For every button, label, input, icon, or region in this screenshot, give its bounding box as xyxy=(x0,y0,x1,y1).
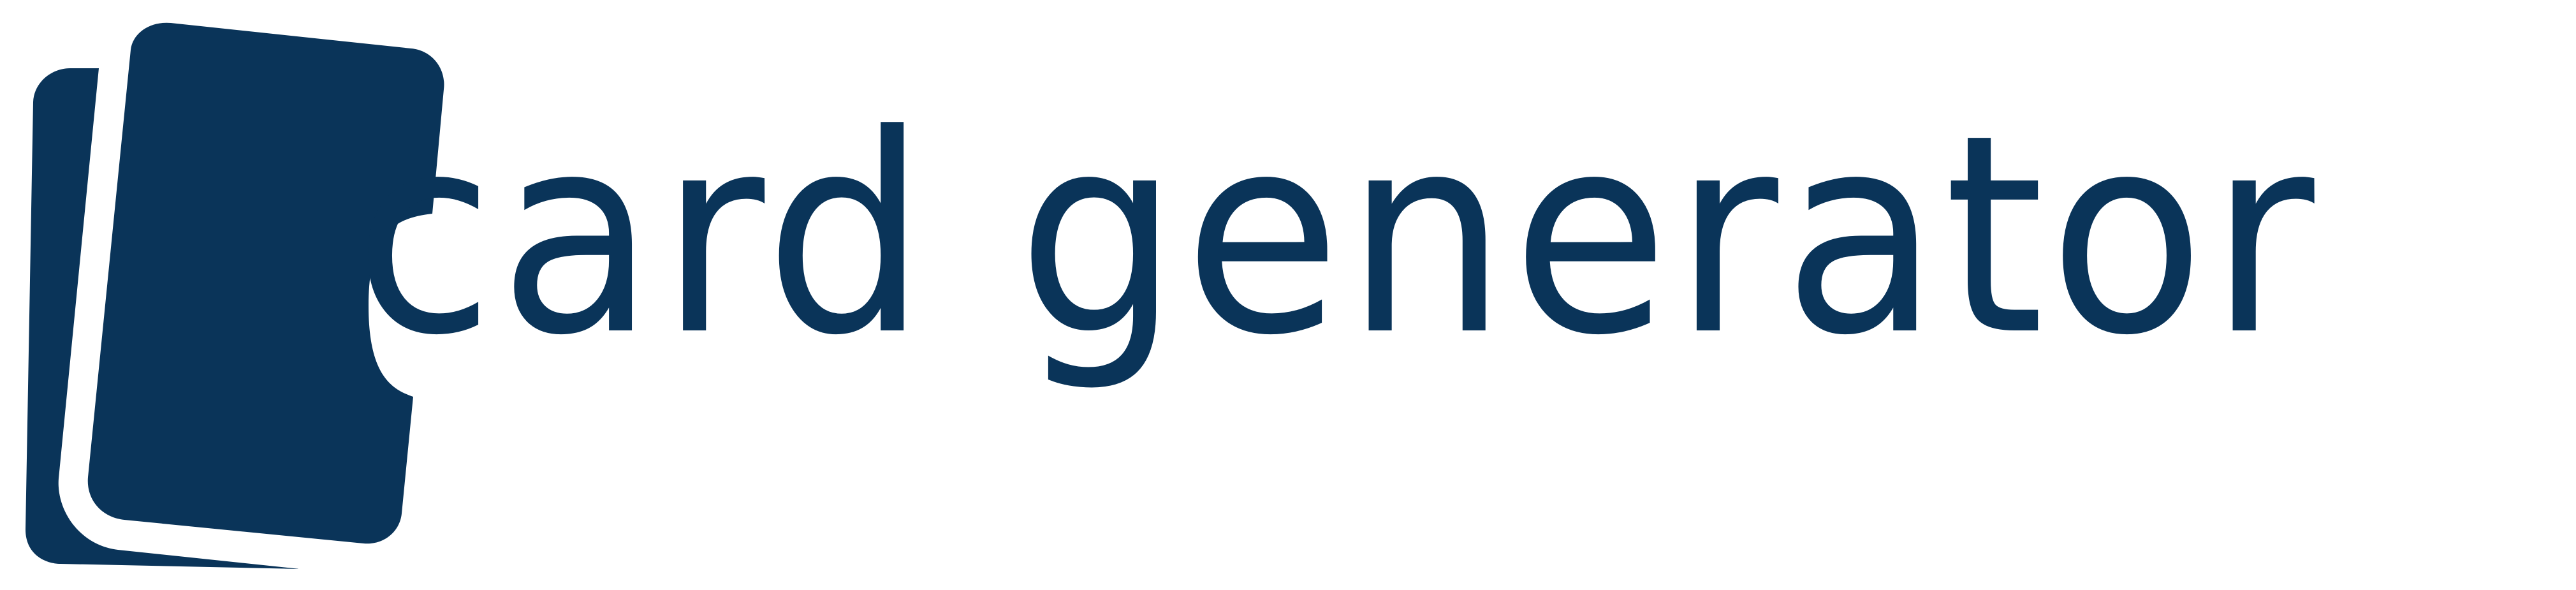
stacked-cards-icon xyxy=(26,22,444,569)
logo-wordmark: card generator xyxy=(354,77,2320,395)
back-card-shape xyxy=(26,68,300,569)
front-card-shape xyxy=(87,22,444,544)
